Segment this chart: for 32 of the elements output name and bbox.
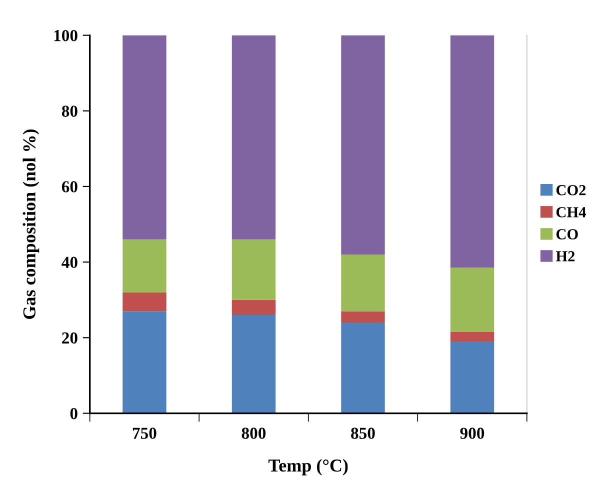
bar bbox=[122, 35, 166, 240]
bar bbox=[450, 332, 494, 342]
y-tick-label: 20 bbox=[62, 332, 78, 344]
y-tick-label: 100 bbox=[54, 30, 78, 42]
bar bbox=[122, 239, 166, 292]
bar bbox=[232, 315, 276, 414]
bar bbox=[341, 322, 385, 414]
legend-label: CO bbox=[556, 229, 578, 240]
x-tick-label: 900 bbox=[460, 428, 484, 439]
y-tick-label: 60 bbox=[62, 181, 78, 192]
bar bbox=[122, 311, 166, 414]
bar bbox=[122, 292, 166, 312]
legend-label: CH4 bbox=[556, 207, 586, 218]
y-tick-label: 80 bbox=[62, 106, 78, 117]
bar bbox=[450, 268, 494, 332]
legend-label: H2 bbox=[556, 251, 575, 262]
bar bbox=[341, 35, 385, 255]
y-tick-label: 0 bbox=[70, 408, 78, 420]
x-tick-label: 800 bbox=[242, 428, 266, 439]
bar bbox=[450, 341, 494, 414]
x-tick-label: 750 bbox=[132, 428, 156, 439]
bar bbox=[450, 35, 494, 268]
x-axis-title: Temp (°C) bbox=[268, 458, 348, 476]
x-tick-label: 850 bbox=[351, 428, 375, 439]
bar bbox=[232, 35, 276, 240]
bar bbox=[232, 300, 276, 315]
legend-label: CO2 bbox=[556, 185, 586, 196]
bar bbox=[341, 254, 385, 312]
bar bbox=[232, 239, 276, 300]
y-axis-title: Gas composition (nol %) bbox=[22, 130, 40, 319]
y-tick-label: 40 bbox=[62, 256, 78, 268]
bar bbox=[341, 311, 385, 323]
